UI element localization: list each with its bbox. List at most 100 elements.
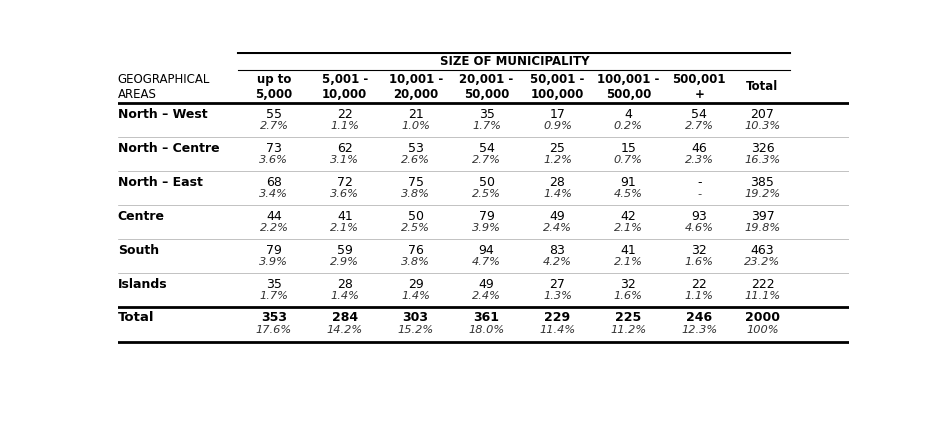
Text: 16.3%: 16.3% — [744, 155, 781, 165]
Text: 1.6%: 1.6% — [614, 291, 643, 301]
Text: 100,001 -
500,00: 100,001 - 500,00 — [597, 73, 659, 101]
Text: 0.7%: 0.7% — [614, 155, 643, 165]
Text: Total: Total — [118, 311, 155, 324]
Text: 42: 42 — [620, 210, 637, 222]
Text: 14.2%: 14.2% — [326, 324, 363, 335]
Text: North – East: North – East — [118, 176, 203, 189]
Text: 2.7%: 2.7% — [685, 121, 714, 131]
Text: 19.2%: 19.2% — [744, 189, 781, 199]
Text: 44: 44 — [266, 210, 282, 222]
Text: 50,001 -
100,000: 50,001 - 100,000 — [530, 73, 585, 101]
Text: 28: 28 — [337, 277, 353, 291]
Text: 41: 41 — [620, 244, 637, 257]
Text: 2.6%: 2.6% — [402, 155, 430, 165]
Text: 49: 49 — [550, 210, 566, 222]
Text: 397: 397 — [751, 210, 774, 222]
Text: 17: 17 — [550, 108, 566, 121]
Text: 1.1%: 1.1% — [330, 121, 359, 131]
Text: 1.1%: 1.1% — [685, 291, 714, 301]
Text: 32: 32 — [691, 244, 707, 257]
Text: 4: 4 — [624, 108, 633, 121]
Text: 79: 79 — [266, 244, 282, 257]
Text: 1.6%: 1.6% — [685, 257, 714, 267]
Text: 1.2%: 1.2% — [543, 155, 571, 165]
Text: SIZE OF MUNICIPALITY: SIZE OF MUNICIPALITY — [439, 55, 589, 68]
Text: North – West: North – West — [118, 108, 207, 121]
Text: 3.1%: 3.1% — [330, 155, 359, 165]
Text: 18.0%: 18.0% — [469, 324, 505, 335]
Text: 1.4%: 1.4% — [402, 291, 430, 301]
Text: 19.8%: 19.8% — [744, 223, 781, 233]
Text: 1.7%: 1.7% — [472, 121, 501, 131]
Text: Total: Total — [746, 80, 779, 93]
Text: 2.4%: 2.4% — [543, 223, 571, 233]
Text: 361: 361 — [473, 311, 500, 324]
Text: 21: 21 — [407, 108, 423, 121]
Text: 72: 72 — [337, 176, 353, 189]
Text: 46: 46 — [691, 142, 707, 155]
Text: 75: 75 — [407, 176, 423, 189]
Text: 11.2%: 11.2% — [610, 324, 646, 335]
Text: -: - — [697, 189, 702, 199]
Text: 4.5%: 4.5% — [614, 189, 643, 199]
Text: 25: 25 — [550, 142, 566, 155]
Text: 2.7%: 2.7% — [259, 121, 289, 131]
Text: 49: 49 — [479, 277, 494, 291]
Text: 4.6%: 4.6% — [685, 223, 714, 233]
Text: 246: 246 — [687, 311, 712, 324]
Text: 22: 22 — [337, 108, 353, 121]
Text: 11.1%: 11.1% — [744, 291, 781, 301]
Text: 12.3%: 12.3% — [681, 324, 718, 335]
Text: 20,001 -
50,000: 20,001 - 50,000 — [459, 73, 514, 101]
Text: 59: 59 — [337, 244, 353, 257]
Text: 94: 94 — [479, 244, 494, 257]
Text: North – Centre: North – Centre — [118, 142, 220, 155]
Text: 303: 303 — [403, 311, 429, 324]
Text: 3.9%: 3.9% — [259, 257, 289, 267]
Text: 29: 29 — [407, 277, 423, 291]
Text: 23.2%: 23.2% — [744, 257, 781, 267]
Text: 2.5%: 2.5% — [402, 223, 430, 233]
Text: 3.6%: 3.6% — [330, 189, 359, 199]
Text: 326: 326 — [751, 142, 774, 155]
Text: 50: 50 — [407, 210, 423, 222]
Text: 225: 225 — [615, 311, 641, 324]
Text: 0.9%: 0.9% — [543, 121, 571, 131]
Text: 2.9%: 2.9% — [330, 257, 359, 267]
Text: 4.2%: 4.2% — [543, 257, 571, 267]
Text: 222: 222 — [751, 277, 774, 291]
Text: Centre: Centre — [118, 210, 165, 222]
Text: 73: 73 — [266, 142, 282, 155]
Text: 54: 54 — [691, 108, 707, 121]
Text: 0.2%: 0.2% — [614, 121, 643, 131]
Text: 1.4%: 1.4% — [330, 291, 359, 301]
Text: 463: 463 — [751, 244, 774, 257]
Text: 2000: 2000 — [745, 311, 780, 324]
Text: 2.2%: 2.2% — [259, 223, 289, 233]
Text: -: - — [697, 176, 702, 189]
Text: 3.8%: 3.8% — [402, 189, 430, 199]
Text: 2.1%: 2.1% — [614, 223, 643, 233]
Text: 83: 83 — [550, 244, 566, 257]
Text: 53: 53 — [407, 142, 423, 155]
Text: 1.4%: 1.4% — [543, 189, 571, 199]
Text: 2.7%: 2.7% — [472, 155, 501, 165]
Text: 100%: 100% — [746, 324, 779, 335]
Text: 2.1%: 2.1% — [614, 257, 643, 267]
Text: 15.2%: 15.2% — [398, 324, 434, 335]
Text: 229: 229 — [544, 311, 571, 324]
Text: 1.3%: 1.3% — [543, 291, 571, 301]
Text: 2.5%: 2.5% — [472, 189, 501, 199]
Text: GEOGRAPHICAL
AREAS: GEOGRAPHICAL AREAS — [118, 73, 210, 101]
Text: 76: 76 — [407, 244, 423, 257]
Text: 93: 93 — [691, 210, 707, 222]
Text: Islands: Islands — [118, 277, 168, 291]
Text: 4.7%: 4.7% — [472, 257, 501, 267]
Text: 1.7%: 1.7% — [259, 291, 289, 301]
Text: 41: 41 — [337, 210, 353, 222]
Text: 385: 385 — [751, 176, 774, 189]
Text: 35: 35 — [479, 108, 494, 121]
Text: 284: 284 — [332, 311, 357, 324]
Text: 55: 55 — [266, 108, 282, 121]
Text: 500,001
+: 500,001 + — [672, 73, 726, 101]
